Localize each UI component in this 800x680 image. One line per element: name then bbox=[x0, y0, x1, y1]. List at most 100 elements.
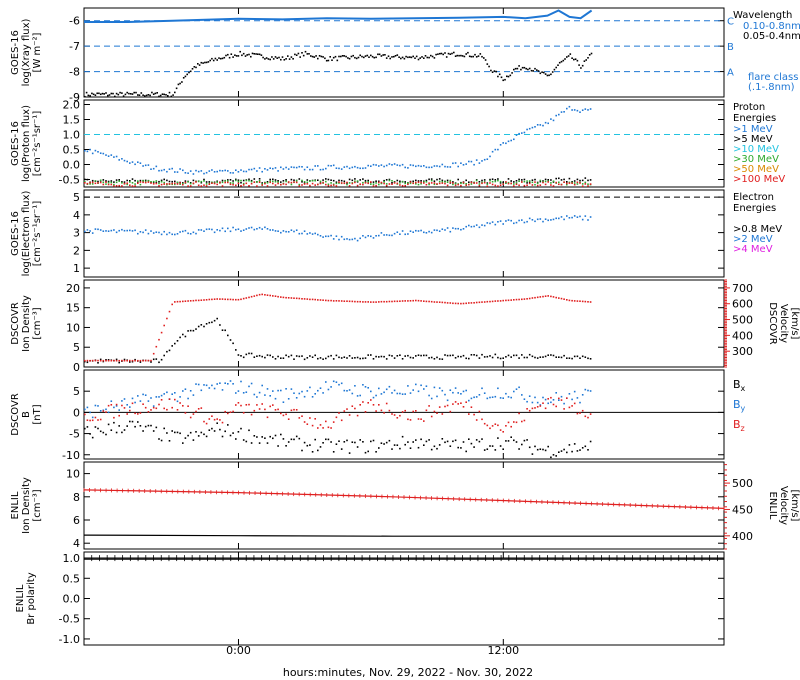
legend-item: >30 MeV bbox=[733, 154, 779, 165]
data-point bbox=[388, 179, 391, 182]
y-axis-label: log(Proton flux) bbox=[21, 105, 32, 182]
data-point bbox=[322, 427, 324, 429]
data-point bbox=[373, 56, 376, 59]
data-point bbox=[118, 159, 120, 161]
data-point bbox=[152, 180, 155, 183]
data-point bbox=[285, 180, 287, 183]
data-point bbox=[208, 321, 211, 324]
data-point bbox=[396, 300, 399, 303]
legend-item: >4 MeV bbox=[733, 244, 773, 255]
data-point bbox=[401, 435, 404, 438]
data-point bbox=[465, 53, 467, 55]
data-point bbox=[256, 181, 258, 183]
data-point bbox=[433, 358, 436, 360]
y-tick-label: 0.0 bbox=[63, 159, 81, 172]
data-point bbox=[147, 94, 150, 96]
data-point bbox=[192, 439, 195, 441]
data-point bbox=[203, 299, 205, 301]
data-point bbox=[438, 180, 441, 183]
data-point bbox=[261, 228, 263, 230]
data-point bbox=[240, 169, 242, 171]
data-point bbox=[449, 179, 452, 182]
data-point bbox=[150, 397, 152, 399]
data-point bbox=[224, 181, 226, 184]
data-point bbox=[103, 93, 105, 95]
data-point bbox=[113, 421, 115, 424]
data-point bbox=[441, 301, 444, 304]
data-point bbox=[428, 300, 430, 303]
data-point bbox=[375, 180, 377, 182]
data-point bbox=[558, 451, 560, 453]
data-point bbox=[237, 182, 240, 185]
data-point bbox=[205, 435, 208, 438]
data-point bbox=[118, 414, 120, 417]
data-point bbox=[505, 142, 507, 145]
data-point bbox=[555, 114, 557, 117]
y-tick-label: 4 bbox=[73, 209, 80, 222]
data-point bbox=[269, 180, 271, 183]
data-point bbox=[457, 178, 459, 181]
data-point bbox=[446, 181, 449, 183]
data-point bbox=[197, 229, 200, 231]
data-point bbox=[84, 150, 86, 152]
data-point bbox=[473, 182, 475, 184]
data-point bbox=[138, 94, 141, 96]
data-point bbox=[118, 359, 120, 362]
data-point bbox=[200, 61, 203, 64]
data-point bbox=[534, 183, 536, 186]
data-point bbox=[235, 349, 237, 351]
data-point bbox=[375, 451, 377, 453]
data-point bbox=[208, 228, 211, 230]
data-point bbox=[171, 182, 173, 185]
data-point bbox=[200, 431, 203, 434]
data-point bbox=[94, 404, 97, 407]
data-point bbox=[343, 238, 346, 241]
data-point bbox=[346, 238, 348, 240]
data-point bbox=[526, 182, 528, 184]
data-point bbox=[267, 58, 270, 60]
data-point bbox=[274, 230, 277, 232]
data-point bbox=[189, 329, 192, 332]
data-point bbox=[293, 358, 295, 360]
data-point bbox=[399, 300, 401, 302]
data-point bbox=[412, 389, 414, 391]
data-point bbox=[544, 180, 547, 183]
data-point bbox=[446, 399, 449, 402]
data-point bbox=[303, 358, 306, 361]
data-point bbox=[356, 184, 359, 187]
data-point bbox=[351, 300, 354, 303]
data-point bbox=[568, 406, 571, 409]
data-point bbox=[332, 179, 335, 182]
data-point bbox=[195, 431, 197, 433]
data-point bbox=[160, 399, 163, 401]
data-point bbox=[227, 179, 229, 181]
data-point bbox=[98, 92, 100, 95]
data-point bbox=[378, 447, 380, 449]
data-point bbox=[261, 293, 263, 296]
data-point bbox=[433, 229, 436, 231]
data-point bbox=[494, 148, 497, 151]
data-point bbox=[560, 179, 563, 181]
data-point bbox=[242, 52, 245, 55]
data-point bbox=[332, 164, 335, 167]
data-point bbox=[298, 392, 301, 395]
data-point bbox=[253, 167, 256, 170]
data-point bbox=[355, 57, 358, 60]
data-point bbox=[203, 230, 205, 232]
data-point bbox=[131, 359, 134, 362]
data-point bbox=[266, 388, 269, 390]
data-point bbox=[558, 297, 560, 299]
data-point bbox=[229, 179, 232, 181]
data-point bbox=[174, 171, 176, 173]
data-point bbox=[269, 395, 271, 397]
data-point bbox=[142, 181, 144, 184]
data-point bbox=[301, 181, 303, 183]
data-point bbox=[325, 381, 327, 383]
data-point bbox=[285, 296, 287, 299]
data-point bbox=[417, 230, 420, 232]
data-point bbox=[309, 232, 311, 234]
data-point bbox=[205, 323, 208, 325]
data-point bbox=[174, 182, 176, 185]
data-point bbox=[407, 354, 409, 357]
